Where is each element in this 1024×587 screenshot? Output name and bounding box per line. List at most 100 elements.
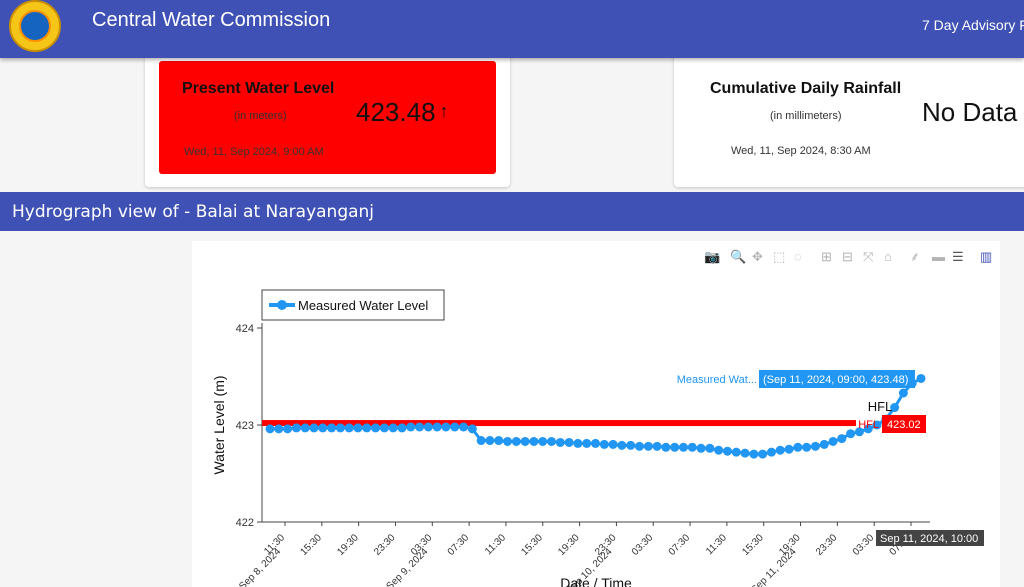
measured-point bbox=[423, 422, 433, 432]
measured-point bbox=[872, 420, 882, 430]
measured-point bbox=[327, 423, 337, 433]
hfl-annotation: HFL bbox=[868, 399, 893, 414]
measured-point bbox=[494, 436, 504, 446]
measured-point bbox=[485, 436, 495, 446]
measured-point bbox=[916, 373, 926, 383]
x-date-label: Sep 9, 2024 bbox=[384, 546, 430, 587]
measured-point bbox=[819, 439, 829, 449]
measured-point bbox=[441, 422, 451, 432]
measured-point bbox=[714, 445, 724, 455]
measured-point bbox=[687, 442, 697, 452]
measured-point bbox=[670, 442, 680, 452]
measured-point bbox=[353, 423, 363, 433]
rainfall-title: Cumulative Daily Rainfall bbox=[710, 80, 902, 97]
measured-point bbox=[863, 424, 873, 434]
measured-point bbox=[846, 429, 856, 439]
hover-compare-icon[interactable]: ☰ bbox=[952, 249, 964, 264]
cwc-logo bbox=[9, 0, 61, 52]
reset-axes-icon[interactable]: ⌂ bbox=[884, 249, 892, 264]
measured-point bbox=[265, 424, 275, 434]
autoscale-icon[interactable]: ⤧ bbox=[863, 249, 874, 264]
measured-point bbox=[318, 423, 328, 433]
water-level-value-wrap: 423.48 ↑ bbox=[356, 97, 449, 128]
lasso-select-icon[interactable]: ◌ bbox=[794, 249, 802, 264]
measured-point bbox=[415, 422, 425, 432]
measured-point bbox=[749, 449, 759, 459]
measured-point bbox=[335, 423, 345, 433]
zoom-in-icon[interactable]: ⊞ bbox=[821, 249, 832, 264]
rainfall-unit: (in millimeters) bbox=[770, 110, 842, 122]
spike-lines-icon[interactable]: ⸙ bbox=[910, 249, 920, 264]
measured-point bbox=[371, 423, 381, 433]
measured-point bbox=[661, 442, 671, 452]
zoom-out-icon[interactable]: ⊟ bbox=[842, 249, 853, 264]
hover-series-name: Measured Wat... bbox=[677, 374, 757, 386]
hover-closest-icon[interactable]: ▬ bbox=[932, 249, 945, 264]
pan-icon[interactable]: ✥ bbox=[752, 249, 763, 264]
hover-value-text: (Sep 11, 2024, 09:00, 423.48) bbox=[763, 374, 908, 386]
x-tick-label: 15:30 bbox=[298, 532, 324, 558]
water-level-alert-box: Present Water Level (in meters) 423.48 ↑ … bbox=[159, 61, 496, 174]
measured-point bbox=[520, 436, 530, 446]
measured-point bbox=[775, 445, 785, 455]
hydrograph-section-header: Hydrograph view of - Balai at Narayangan… bbox=[0, 192, 1024, 231]
measured-point bbox=[722, 446, 732, 456]
hover-value-box bbox=[759, 370, 915, 388]
hover-hfl-value: 423.02 bbox=[887, 419, 921, 431]
measured-point bbox=[740, 448, 750, 458]
measured-point bbox=[784, 444, 794, 454]
plotly-logo-icon[interactable]: ▥ bbox=[980, 249, 993, 264]
measured-point bbox=[626, 440, 636, 450]
measured-point bbox=[890, 403, 900, 413]
x-date-label: Sep 11, 2024 bbox=[749, 546, 799, 587]
measured-point bbox=[573, 438, 583, 448]
measured-point bbox=[731, 447, 741, 457]
hydrograph-title: Hydrograph view of - Balai at Narayangan… bbox=[12, 202, 375, 222]
measured-point bbox=[582, 438, 592, 448]
x-tick-label: 19:30 bbox=[556, 532, 582, 558]
camera-icon[interactable]: 📷 bbox=[704, 249, 721, 264]
measured-point bbox=[300, 423, 310, 433]
water-level-timestamp: Wed, 11, Sep 2024, 9:00 AM bbox=[184, 146, 324, 158]
box-select-icon[interactable]: ⬚ bbox=[773, 249, 786, 264]
water-level-value: 423.48 bbox=[356, 97, 436, 127]
measured-point bbox=[854, 427, 864, 437]
x-tick-label: 15:30 bbox=[740, 532, 766, 558]
zoom-icon[interactable]: 🔍 bbox=[730, 249, 747, 264]
y-tick-label: 424 bbox=[236, 323, 254, 335]
measured-point bbox=[591, 438, 600, 448]
legend-swatch-point bbox=[277, 300, 287, 310]
x-tick-label: 15:30 bbox=[519, 532, 545, 558]
measured-point bbox=[397, 423, 407, 433]
advisory-link[interactable]: 7 Day Advisory F bbox=[922, 17, 1024, 33]
measured-point bbox=[274, 424, 284, 434]
measured-point bbox=[283, 424, 293, 434]
water-level-unit: (in meters) bbox=[234, 110, 287, 122]
arrow-up-icon: ↑ bbox=[439, 101, 449, 121]
measured-point bbox=[432, 422, 442, 432]
x-tick-label: 23:30 bbox=[372, 532, 398, 558]
measured-point bbox=[802, 442, 812, 452]
measured-point bbox=[476, 436, 486, 446]
measured-point bbox=[599, 439, 609, 449]
x-tick-label: 07:30 bbox=[446, 532, 472, 558]
app-title: Central Water Commission bbox=[92, 9, 331, 31]
measured-point bbox=[608, 439, 618, 449]
measured-point bbox=[643, 441, 653, 451]
x-tick-label: 03:30 bbox=[630, 532, 656, 558]
x-tick-label: 07:30 bbox=[667, 532, 693, 558]
measured-point bbox=[511, 436, 521, 446]
measured-point bbox=[617, 440, 627, 450]
measured-point bbox=[538, 436, 548, 446]
measured-point bbox=[309, 423, 319, 433]
measured-point bbox=[388, 423, 398, 433]
measured-point bbox=[291, 423, 301, 433]
measured-point bbox=[450, 422, 460, 432]
x-axis-title: Date / Time bbox=[560, 575, 632, 587]
measured-point bbox=[766, 447, 776, 457]
x-tick-label: 19:30 bbox=[335, 532, 361, 558]
measured-point bbox=[344, 423, 354, 433]
rainfall-value: No Data bbox=[922, 97, 1018, 127]
measured-point bbox=[837, 434, 847, 444]
measured-point bbox=[758, 449, 768, 459]
